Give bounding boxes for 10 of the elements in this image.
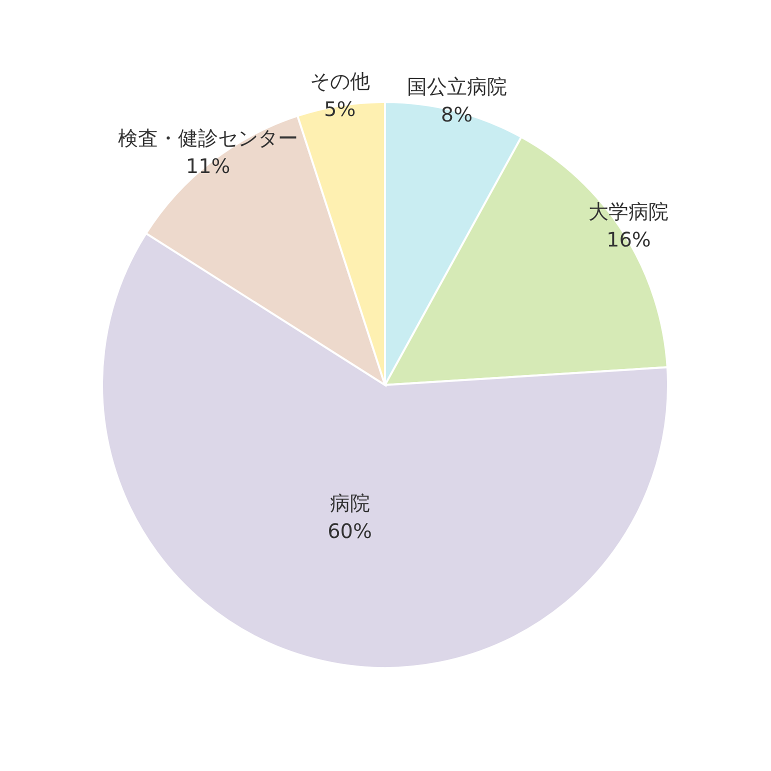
slice-label: 病院 — [330, 491, 370, 516]
data-label: 11% — [186, 154, 230, 178]
slice-label: 検査・健診センター — [118, 126, 298, 150]
data-label: 8% — [440, 102, 473, 126]
slice-label: 大学病院 — [588, 199, 669, 224]
data-label: 16% — [606, 227, 651, 252]
data-label: 5% — [324, 96, 356, 121]
slice-label: 国公立病院 — [406, 74, 507, 98]
data-label: 60% — [328, 519, 372, 544]
slice-label: その他 — [310, 68, 370, 93]
